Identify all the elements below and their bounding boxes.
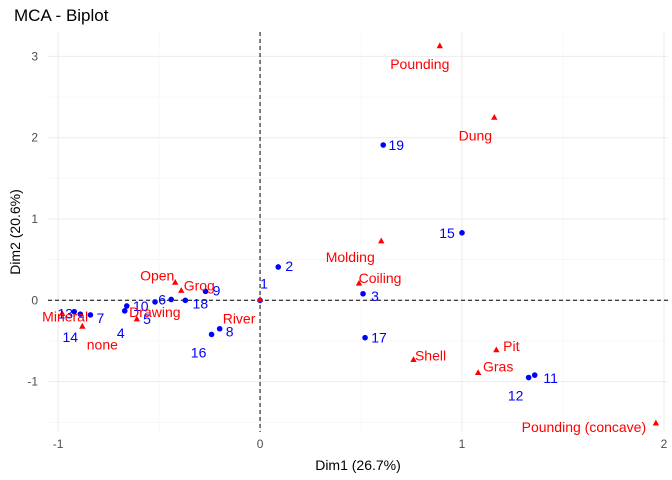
label-individual-13: 13 (57, 306, 73, 322)
x-axis-title: Dim1 (26.7%) (315, 457, 401, 473)
y-tick-label: -1 (27, 375, 38, 389)
point-individual-18 (182, 297, 189, 304)
point-category-river (256, 296, 264, 302)
point-category-pounding (436, 42, 443, 49)
label-individual-17: 17 (371, 330, 387, 346)
point-category-pounding-concave- (652, 419, 660, 426)
point-category-mineral (58, 309, 66, 316)
grid-lines (48, 32, 668, 432)
label-category-molding: Molding (326, 249, 375, 265)
point-individual-8 (216, 325, 223, 332)
label-category-pounding: Pounding (390, 56, 449, 72)
point-individual-16 (208, 331, 215, 338)
point-category-gras (474, 369, 482, 376)
point-category-shell (410, 356, 417, 363)
data-points (58, 42, 660, 426)
point-individual-6 (168, 296, 174, 303)
y-tick-label: 2 (31, 131, 38, 145)
label-individual-9: 9 (213, 282, 221, 298)
label-individual-14: 14 (63, 329, 79, 345)
label-individual-7: 7 (97, 310, 105, 326)
point-individual-4 (121, 308, 128, 314)
point-individual-14 (77, 311, 84, 317)
point-individual-17 (362, 334, 368, 341)
label-individual-5: 5 (143, 311, 151, 327)
point-labels: 12345678910111213141516171819PoundingDun… (42, 56, 646, 435)
label-individual-12: 12 (508, 388, 524, 404)
x-tick-label: -1 (53, 437, 64, 451)
label-individual-4: 4 (117, 325, 125, 341)
x-tick-label: 0 (257, 437, 264, 451)
label-category-open: Open (140, 267, 174, 283)
x-tick-labels: -1 0 1 2 (53, 437, 668, 451)
point-individual-12 (525, 374, 532, 381)
label-individual-18: 18 (193, 295, 209, 311)
label-category-shell: Shell (415, 348, 446, 364)
label-category-river: River (223, 310, 256, 326)
point-individual-5 (152, 299, 158, 305)
point-individual-2 (275, 264, 282, 270)
point-individual-11 (531, 372, 538, 378)
label-individual-3: 3 (371, 288, 379, 304)
label-category-grog: Grog (184, 278, 215, 294)
label-category-dung: Dung (459, 127, 492, 143)
point-individual-3 (360, 290, 366, 297)
point-category-open (172, 279, 179, 285)
point-individual-13 (71, 308, 78, 315)
label-category-pit: Pit (503, 338, 519, 354)
label-category-pounding-concave-: Pounding (concave) (522, 419, 647, 435)
y-tick-label: 3 (31, 49, 38, 63)
label-individual-2: 2 (285, 258, 293, 274)
chart-title: MCA - Biplot (14, 6, 109, 25)
label-category-gras: Gras (483, 359, 513, 375)
reference-lines (48, 32, 668, 432)
label-individual-6: 6 (158, 291, 166, 307)
x-tick-label: 2 (661, 437, 668, 451)
y-tick-labels: -1 0 1 2 3 (27, 49, 38, 388)
point-category-coiling (355, 279, 363, 286)
point-category-dung (491, 113, 498, 120)
point-category-drawing (133, 315, 141, 322)
label-individual-10: 10 (133, 298, 149, 314)
y-tick-label: 1 (31, 212, 38, 226)
label-category-coiling: Coiling (359, 270, 402, 286)
label-category-drawing: Drawing (129, 304, 180, 320)
point-individual-7 (87, 312, 94, 318)
point-individual-9 (202, 288, 209, 295)
label-individual-15: 15 (439, 225, 455, 241)
label-individual-8: 8 (226, 324, 234, 340)
point-category-molding (378, 237, 385, 244)
x-tick-label: 1 (459, 437, 466, 451)
y-tick-label: 0 (31, 293, 38, 307)
label-category-mineral: Mineral (42, 308, 88, 324)
point-category-grog (178, 287, 185, 293)
label-individual-16: 16 (191, 344, 207, 360)
label-category-none: none (87, 336, 118, 352)
point-individual-19 (380, 142, 387, 148)
point-individual-15 (459, 230, 465, 236)
label-individual-19: 19 (388, 137, 404, 153)
label-individual-11: 11 (543, 370, 558, 386)
point-category-pit (493, 346, 500, 353)
point-category-none (79, 322, 86, 329)
y-axis-title: Dim2 (20.6%) (7, 189, 23, 275)
point-individual-10 (123, 303, 130, 309)
label-individual-1: 1 (260, 275, 268, 291)
